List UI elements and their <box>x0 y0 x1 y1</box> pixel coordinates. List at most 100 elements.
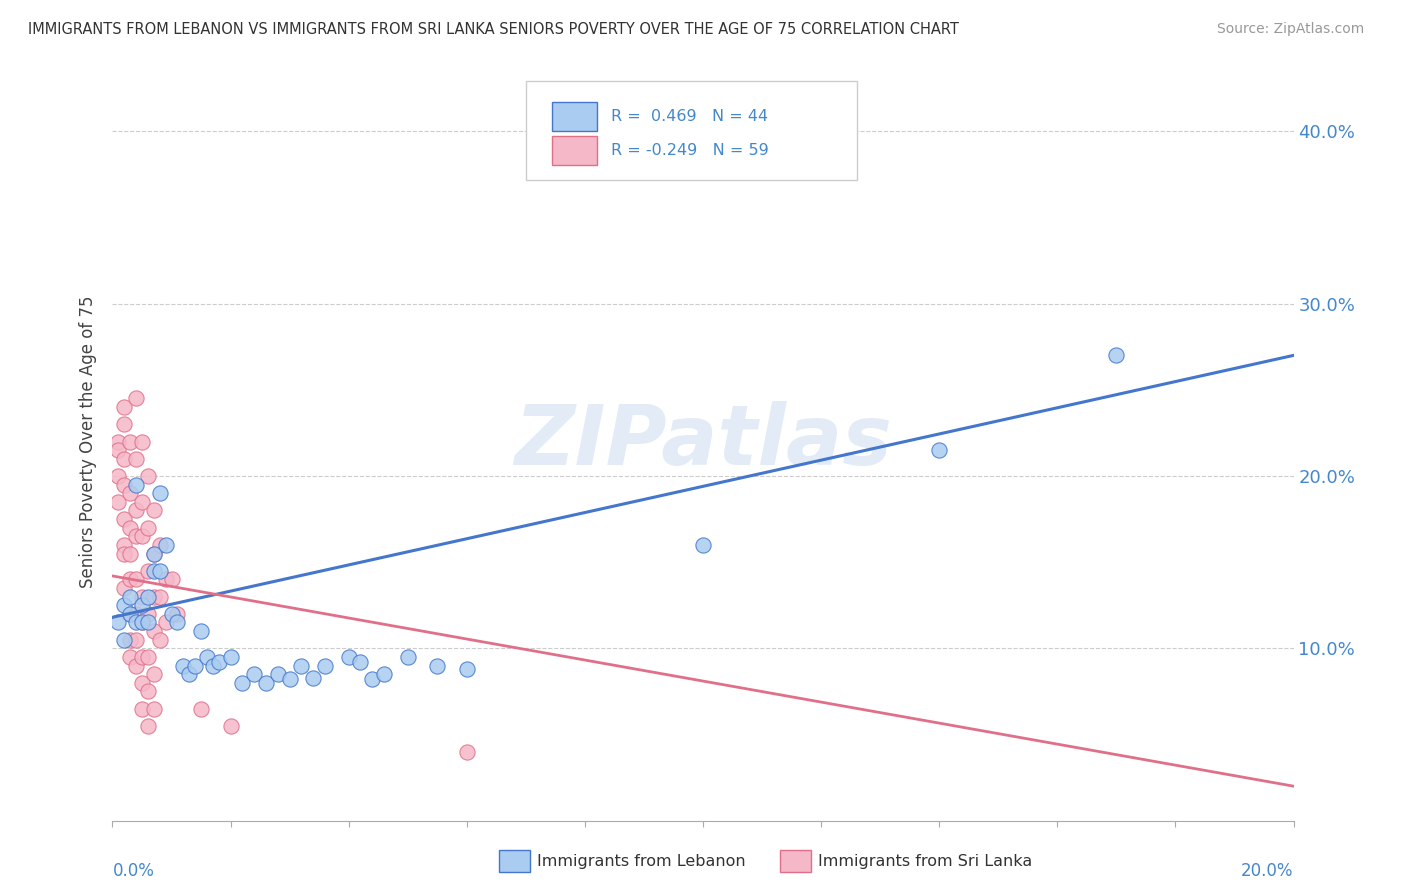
Point <box>125 503 148 517</box>
Point <box>142 547 165 561</box>
Point <box>107 443 129 458</box>
Y-axis label: Seniors Poverty Over the Age of 75: Seniors Poverty Over the Age of 75 <box>79 295 97 588</box>
Point <box>112 417 135 432</box>
Point <box>120 547 142 561</box>
Point <box>112 599 135 613</box>
Point <box>136 719 159 733</box>
Point <box>149 564 172 578</box>
Point <box>125 477 148 491</box>
Point <box>160 607 183 621</box>
Point <box>136 684 159 698</box>
Point <box>426 658 449 673</box>
Point <box>149 538 172 552</box>
Point <box>136 649 159 664</box>
Point <box>131 615 153 630</box>
Point <box>179 667 201 681</box>
Point <box>231 675 253 690</box>
Point <box>131 599 153 613</box>
Text: 20.0%: 20.0% <box>1241 863 1294 880</box>
Point <box>120 649 142 664</box>
Point <box>149 632 172 647</box>
Point <box>254 675 277 690</box>
Point <box>337 649 360 664</box>
Point <box>112 477 135 491</box>
Point <box>142 547 165 561</box>
Point <box>208 655 231 669</box>
Point <box>190 624 212 639</box>
Point <box>172 658 194 673</box>
Point <box>928 443 950 458</box>
Text: Immigrants from Lebanon: Immigrants from Lebanon <box>537 855 745 869</box>
Point <box>149 590 172 604</box>
Point <box>166 615 188 630</box>
Point <box>120 486 142 500</box>
Point <box>125 607 148 621</box>
Point <box>112 451 135 466</box>
Point <box>302 671 325 685</box>
Text: R =  0.469   N = 44: R = 0.469 N = 44 <box>610 109 768 124</box>
Point <box>136 607 159 621</box>
Text: Source: ZipAtlas.com: Source: ZipAtlas.com <box>1216 22 1364 37</box>
Point <box>131 590 153 604</box>
Point <box>396 649 419 664</box>
Point <box>131 434 153 449</box>
Point <box>131 529 153 543</box>
FancyBboxPatch shape <box>551 102 596 130</box>
Point <box>107 469 129 483</box>
Point <box>112 632 135 647</box>
Point <box>136 564 159 578</box>
Point <box>136 469 159 483</box>
Text: 0.0%: 0.0% <box>112 863 155 880</box>
Point <box>107 615 129 630</box>
Point <box>160 573 183 587</box>
Point <box>112 547 135 561</box>
Point <box>120 434 142 449</box>
Point <box>136 590 159 604</box>
Point <box>107 495 129 509</box>
Point <box>136 521 159 535</box>
Point <box>278 673 301 687</box>
Point <box>125 529 148 543</box>
Point <box>131 495 153 509</box>
Point <box>142 564 165 578</box>
Point <box>125 615 148 630</box>
Point <box>142 667 165 681</box>
Point <box>125 392 148 406</box>
Point <box>120 607 142 621</box>
Point <box>184 658 207 673</box>
Point <box>456 662 478 676</box>
Point <box>131 701 153 715</box>
Point <box>120 632 142 647</box>
Point <box>314 658 336 673</box>
Point <box>267 667 290 681</box>
Point <box>142 590 165 604</box>
FancyBboxPatch shape <box>551 136 596 165</box>
Point <box>349 655 371 669</box>
Point <box>131 675 153 690</box>
FancyBboxPatch shape <box>526 81 856 180</box>
Point <box>112 538 135 552</box>
Point <box>219 649 242 664</box>
Point <box>142 624 165 639</box>
Point <box>120 521 142 535</box>
Point <box>361 673 384 687</box>
Point <box>112 512 135 526</box>
Text: ZIPatlas: ZIPatlas <box>515 401 891 482</box>
Point <box>155 538 177 552</box>
Point <box>201 658 224 673</box>
Point <box>120 573 142 587</box>
Point <box>373 667 395 681</box>
Point <box>125 658 148 673</box>
Point <box>456 745 478 759</box>
Point <box>136 615 159 630</box>
Point <box>142 701 165 715</box>
Point <box>219 719 242 733</box>
Point <box>166 607 188 621</box>
Point <box>131 615 153 630</box>
Point <box>125 573 148 587</box>
Point <box>112 400 135 414</box>
Point <box>112 581 135 595</box>
Text: R = -0.249   N = 59: R = -0.249 N = 59 <box>610 143 769 158</box>
Point <box>290 658 312 673</box>
Point <box>195 649 218 664</box>
